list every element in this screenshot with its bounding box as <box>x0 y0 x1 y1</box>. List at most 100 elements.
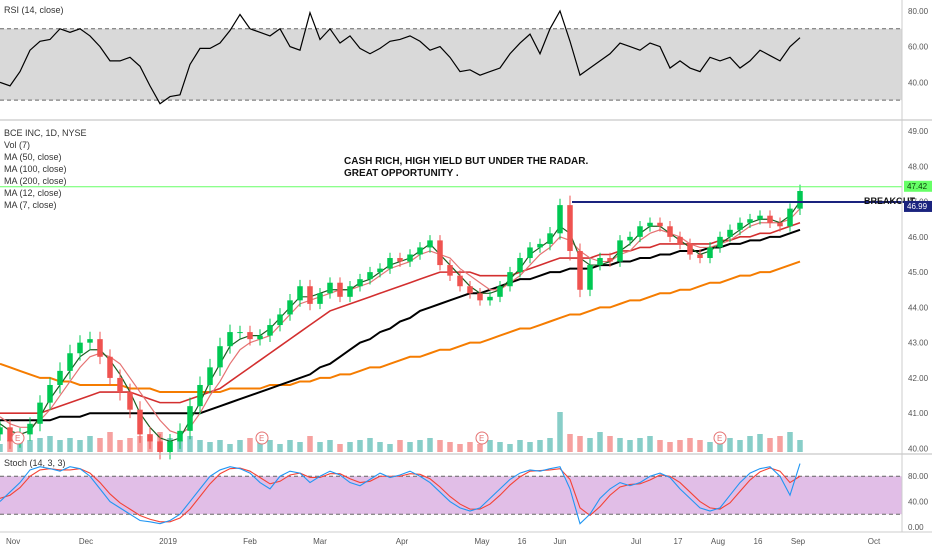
stoch-panel[interactable]: Stoch (14, 3, 3) 80.00 40.00 0.00 <box>0 458 929 532</box>
candle-body <box>297 286 303 301</box>
volume-bar <box>27 440 33 452</box>
candle-body <box>137 409 143 435</box>
candle-body <box>587 265 593 290</box>
candle-body <box>697 254 703 259</box>
legend-ma200[interactable]: MA (200, close) <box>4 176 67 186</box>
candles <box>0 184 803 460</box>
candle-body <box>47 384 53 403</box>
volume-bar <box>667 442 673 452</box>
time-axis-label: Aug <box>711 537 725 546</box>
candle-body <box>497 286 503 297</box>
stoch-k-line <box>0 463 801 525</box>
time-axis-label: Feb <box>243 537 257 546</box>
candle-body <box>237 332 243 334</box>
time-axis-label: 16 <box>754 537 763 546</box>
breakout-price-value: 46.99 <box>907 202 928 211</box>
candle-body <box>167 441 173 452</box>
volume-bar <box>777 436 783 452</box>
volume-bar <box>727 438 733 452</box>
rsi-line <box>0 9 801 105</box>
price-tick-label: 44.00 <box>908 303 929 312</box>
candle-body <box>347 286 353 297</box>
candle-body <box>797 191 803 209</box>
candle-body <box>377 268 383 273</box>
last-price-badge <box>904 180 932 192</box>
volume-bar <box>587 438 593 452</box>
candle-body <box>367 272 373 280</box>
volume-bar <box>647 436 653 452</box>
volume-bars <box>0 412 803 452</box>
time-axis-label: 16 <box>518 537 527 546</box>
volume-bar <box>607 436 613 452</box>
candle-body <box>507 272 513 287</box>
time-axis-label: 17 <box>674 537 683 546</box>
candle-body <box>617 240 623 262</box>
earnings-marker <box>713 431 727 445</box>
stoch-title: Stoch (14, 3, 3) <box>4 458 66 468</box>
candle-body <box>57 370 63 385</box>
volume-bar <box>107 432 113 452</box>
candle-body <box>637 226 643 237</box>
stoch-tick-label: 40.00 <box>908 498 929 507</box>
volume-bar <box>317 442 323 452</box>
volume-bar <box>437 440 443 452</box>
volume-bar <box>277 444 283 452</box>
volume-bar <box>547 438 553 452</box>
volume-bar <box>657 440 663 452</box>
volume-bar <box>537 440 543 452</box>
legend-ma12[interactable]: MA (12, close) <box>4 188 62 198</box>
candle-body <box>37 402 43 424</box>
candle-body <box>687 243 693 255</box>
time-axis-label: Apr <box>396 537 409 546</box>
volume-bar <box>217 440 223 452</box>
volume-bar <box>467 442 473 452</box>
candle-body <box>327 282 333 294</box>
price-tick-label: 43.00 <box>908 339 929 348</box>
volume-bar <box>597 432 603 452</box>
legend-ma7[interactable]: MA (7, close) <box>4 200 57 210</box>
candle-body <box>147 434 153 442</box>
volume-bar <box>197 440 203 452</box>
price-tick-label: 48.00 <box>908 162 929 171</box>
rsi-panel[interactable]: RSI (14, close) 80.00 60.00 40.00 <box>0 5 929 105</box>
volume-bar <box>87 436 93 452</box>
candle-body <box>197 384 203 407</box>
volume-bar <box>557 412 563 452</box>
volume-bar <box>497 442 503 452</box>
candle-body <box>267 325 273 336</box>
time-axis-label: Jun <box>554 537 567 546</box>
candle-body <box>727 229 733 237</box>
legend-vol[interactable]: Vol (7) <box>4 140 30 150</box>
candle-body <box>287 300 293 315</box>
candle-body <box>217 346 223 368</box>
breakout-label: BREAKOUT <box>864 196 916 206</box>
volume-bar <box>47 436 53 452</box>
candle-body <box>647 222 653 227</box>
candle-body <box>417 247 423 255</box>
earnings-marker-label: E <box>259 434 264 443</box>
legend-ma50[interactable]: MA (50, close) <box>4 152 62 162</box>
candle-body <box>607 258 613 262</box>
candle-body <box>657 222 663 227</box>
candle-body <box>277 314 283 326</box>
candle-body <box>517 258 523 273</box>
volume-bar <box>697 440 703 452</box>
earnings-marker-label: E <box>15 434 20 443</box>
volume-bar <box>627 440 633 452</box>
candle-body <box>577 250 583 290</box>
price-tick-label: 42.00 <box>908 374 929 383</box>
ma100-line <box>0 228 801 422</box>
candle-body <box>707 247 713 259</box>
rsi-band <box>0 28 902 101</box>
candle-body <box>777 222 783 227</box>
last-price-value: 47.42 <box>907 182 928 191</box>
volume-bar <box>767 438 773 452</box>
candle-body <box>317 293 323 304</box>
rsi-title: RSI (14, close) <box>4 5 64 15</box>
volume-bar <box>247 438 253 452</box>
legend-ma100[interactable]: MA (100, close) <box>4 164 67 174</box>
candle-body <box>457 275 463 287</box>
candle-body <box>467 286 473 294</box>
